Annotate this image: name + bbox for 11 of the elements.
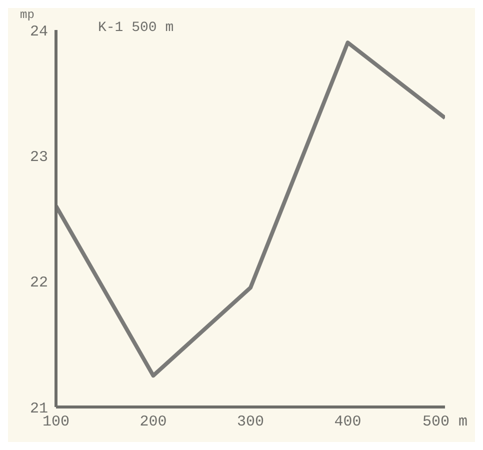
x-tick-label: 100 [42, 414, 70, 431]
x-tick-label: 300 [236, 414, 264, 431]
y-tick-label: 22 [30, 274, 48, 292]
chart-title: K-1 500 m [98, 20, 174, 36]
y-axis-title: mp [20, 8, 34, 22]
x-tick-label: 400 [334, 414, 362, 431]
y-tick-label: 23 [30, 148, 48, 166]
x-tick-label: 200 [140, 414, 167, 431]
line-series [56, 40, 445, 378]
x-tick-label: 500 m [422, 414, 468, 431]
y-tick-label: 24 [30, 23, 48, 40]
